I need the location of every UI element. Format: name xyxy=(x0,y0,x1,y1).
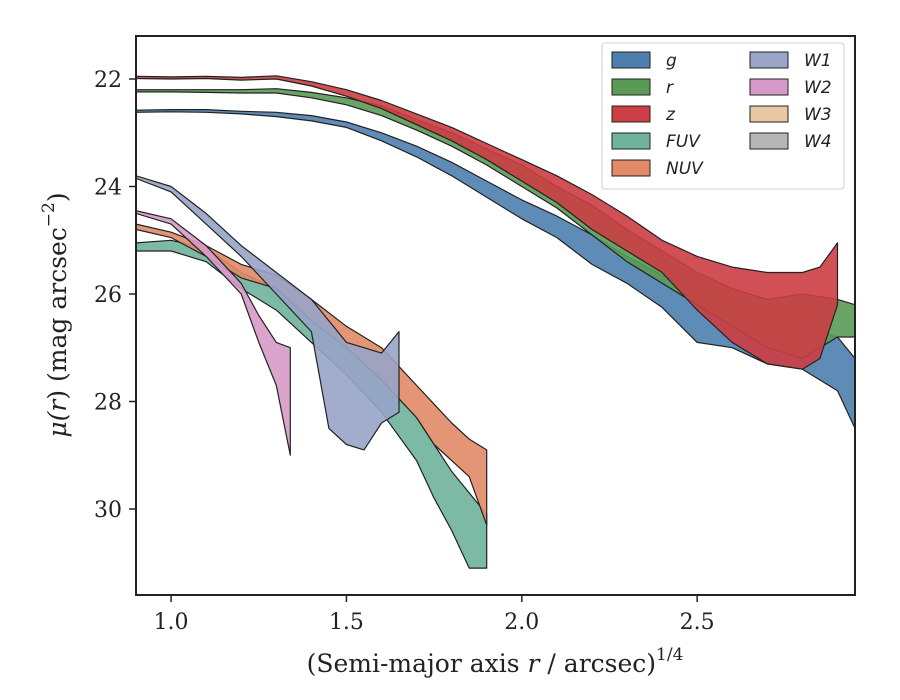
x-tick-label: 2.0 xyxy=(504,610,539,635)
series-band-w1 xyxy=(136,175,400,451)
legend-swatch-w1 xyxy=(749,51,789,69)
legend-label-fuv: FUV xyxy=(666,132,701,152)
ticks-layer: 1.0 1.5 2.0 2.5 22 24 26 28 30 xyxy=(94,68,715,635)
y-tick-label: 24 xyxy=(94,176,122,201)
y-tick-label: 30 xyxy=(94,498,122,523)
y-axis-label: μ(r) (mag arcsec−2) xyxy=(39,192,72,437)
legend-label-r: r xyxy=(666,78,674,98)
series-band-z xyxy=(136,75,839,370)
legend-label-g: g xyxy=(666,51,677,71)
legend-swatch-w3 xyxy=(749,105,789,123)
legend-label-z: z xyxy=(665,105,676,125)
y-tick-label: 28 xyxy=(94,391,122,416)
legend-swatch-nuv xyxy=(611,159,651,177)
x-axis-label: (Semi-major axis r / arcsec)1/4 xyxy=(307,645,684,678)
legend-label-w4: W4 xyxy=(804,132,832,152)
x-tick-label: 2.5 xyxy=(680,610,715,635)
legend-label-w2: W2 xyxy=(804,78,832,98)
x-tick-label: 1.5 xyxy=(329,610,364,635)
legend: grz FUV NUV W1 W2 W3 W4 xyxy=(601,42,845,190)
legend-label-w1: W1 xyxy=(804,51,832,71)
legend-label-nuv: NUV xyxy=(666,159,704,179)
legend-swatch-z xyxy=(611,105,651,123)
legend-swatch-w2 xyxy=(749,78,789,96)
legend-swatch-w4 xyxy=(749,132,789,150)
legend-swatch-g xyxy=(611,51,651,69)
series-layer xyxy=(136,75,855,569)
plot-frame xyxy=(135,35,856,596)
legend-swatch-r xyxy=(611,78,651,96)
x-tick-label: 1.0 xyxy=(154,610,189,635)
series-band-g xyxy=(136,108,855,429)
y-tick-label: 22 xyxy=(94,68,122,93)
series-band-w2 xyxy=(136,210,291,456)
legend-label-w3: W3 xyxy=(804,105,832,125)
y-tick-label: 26 xyxy=(94,283,122,308)
legend-swatch-fuv xyxy=(611,132,651,150)
